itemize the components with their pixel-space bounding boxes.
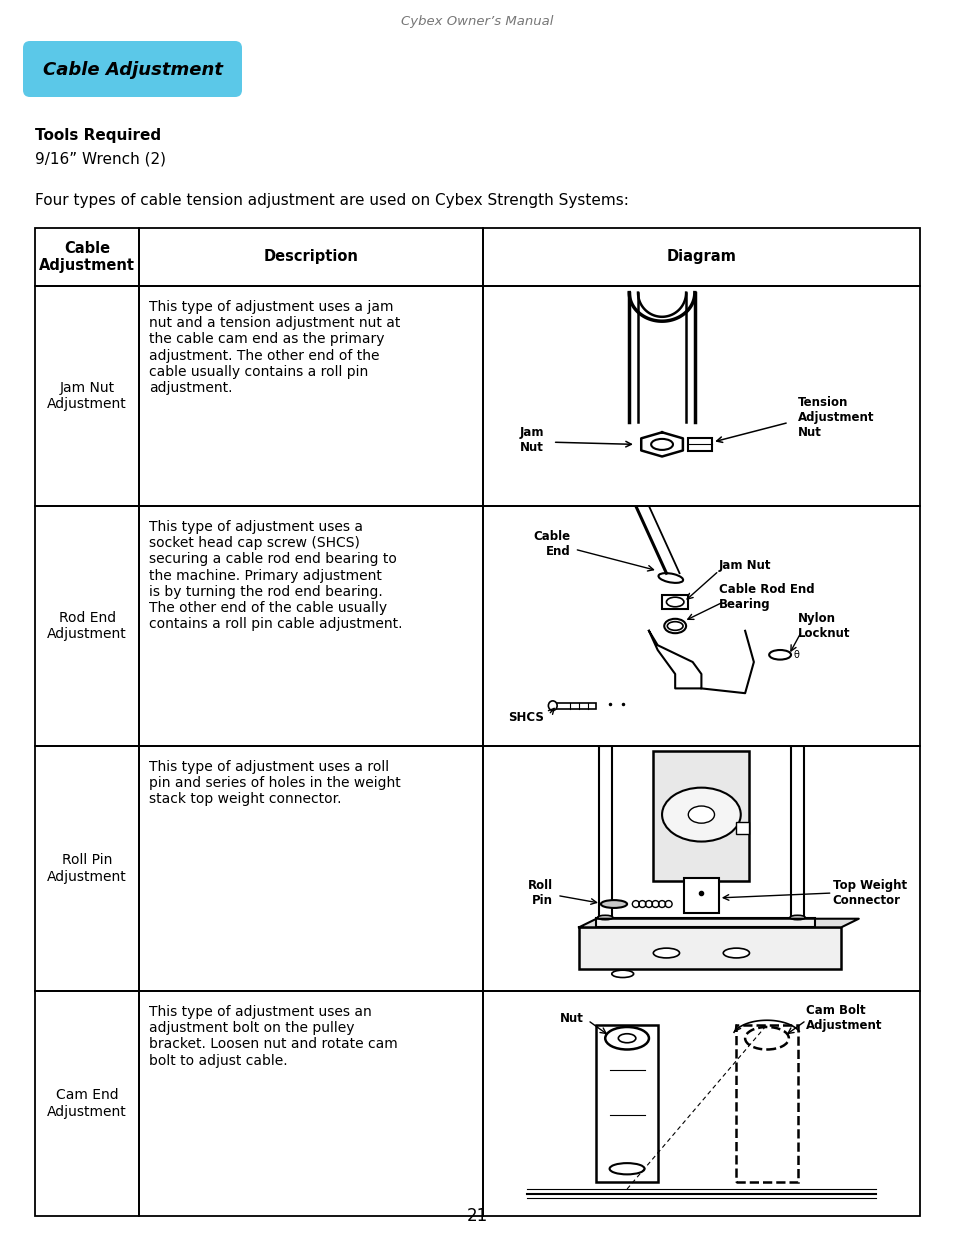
Bar [653, 751, 749, 881]
Ellipse shape [768, 650, 790, 659]
Bar [35, 228, 139, 287]
Bar [683, 878, 719, 913]
Ellipse shape [789, 915, 804, 920]
Text: Cable Adjustment: Cable Adjustment [43, 61, 223, 79]
Ellipse shape [661, 788, 740, 841]
Text: Tension
Adjustment
Nut: Tension Adjustment Nut [797, 396, 873, 440]
Text: Cybex Owner’s Manual: Cybex Owner’s Manual [400, 16, 553, 28]
Text: This type of adjustment uses a roll
pin and series of holes in the weight
stack : This type of adjustment uses a roll pin … [150, 760, 401, 806]
Bar [35, 287, 139, 506]
Ellipse shape [604, 1028, 648, 1050]
Text: This type of adjustment uses a jam
nut and a tension adjustment nut at
the cable: This type of adjustment uses a jam nut a… [150, 300, 400, 395]
Bar [482, 287, 919, 506]
Circle shape [651, 438, 672, 450]
Text: Four types of cable tension adjustment are used on Cybex Strength Systems:: Four types of cable tension adjustment a… [35, 193, 628, 207]
Text: Jam
Nut: Jam Nut [519, 426, 543, 454]
Bar [596, 918, 814, 927]
Text: Nut: Nut [558, 1011, 582, 1025]
Text: Top Weight
Connector: Top Weight Connector [832, 879, 905, 906]
Ellipse shape [744, 1028, 788, 1050]
Bar [578, 927, 841, 969]
Text: θ: θ [792, 650, 799, 659]
Bar [35, 746, 139, 990]
Text: 21: 21 [466, 1207, 487, 1225]
Text: Roll
Pin: Roll Pin [527, 879, 552, 906]
Bar [139, 746, 482, 990]
Bar [35, 506, 139, 746]
Text: Cable Rod End
Bearing: Cable Rod End Bearing [719, 583, 814, 611]
Ellipse shape [548, 701, 557, 710]
Text: Cable
Adjustment: Cable Adjustment [39, 241, 135, 273]
Polygon shape [640, 432, 682, 457]
Text: Jam Nut: Jam Nut [719, 559, 771, 573]
Text: Cable
End: Cable End [533, 530, 570, 558]
Text: Description: Description [263, 249, 358, 264]
FancyBboxPatch shape [23, 41, 242, 98]
Ellipse shape [687, 806, 714, 824]
Text: Rod End
Adjustment: Rod End Adjustment [48, 611, 127, 641]
Text: SHCS: SHCS [508, 710, 543, 724]
Bar [482, 228, 919, 287]
Ellipse shape [618, 1034, 635, 1042]
Bar [482, 506, 919, 746]
Bar [661, 595, 687, 609]
Polygon shape [578, 919, 858, 927]
Ellipse shape [653, 948, 679, 958]
Bar [736, 823, 749, 834]
Text: This type of adjustment uses a
socket head cap screw (SHCS)
securing a cable rod: This type of adjustment uses a socket he… [150, 520, 402, 631]
Bar [687, 437, 712, 451]
Ellipse shape [658, 573, 682, 583]
Bar [139, 506, 482, 746]
Bar [139, 990, 482, 1216]
Bar [482, 746, 919, 990]
Ellipse shape [611, 971, 633, 978]
Bar [139, 228, 482, 287]
Bar [598, 746, 611, 918]
Text: Diagram: Diagram [666, 249, 736, 264]
Bar [596, 1025, 657, 1182]
Text: Nylon
Locknut: Nylon Locknut [797, 613, 849, 640]
Bar [35, 990, 139, 1216]
Text: Roll Pin
Adjustment: Roll Pin Adjustment [48, 853, 127, 883]
Text: Jam Nut
Adjustment: Jam Nut Adjustment [48, 380, 127, 411]
Text: Tools Required: Tools Required [35, 128, 161, 143]
Text: Cam End
Adjustment: Cam End Adjustment [48, 1088, 127, 1119]
Bar [552, 703, 596, 709]
Ellipse shape [609, 1163, 644, 1174]
Circle shape [666, 621, 682, 630]
Ellipse shape [597, 915, 612, 920]
Text: This type of adjustment uses an
adjustment bolt on the pulley
bracket. Loosen nu: This type of adjustment uses an adjustme… [150, 1005, 397, 1067]
Circle shape [666, 598, 683, 606]
Ellipse shape [663, 619, 685, 634]
Bar [736, 1025, 797, 1182]
Ellipse shape [722, 948, 749, 958]
Bar [482, 990, 919, 1216]
Text: Cam Bolt
Adjustment: Cam Bolt Adjustment [805, 1004, 882, 1032]
Ellipse shape [600, 900, 626, 908]
Bar [139, 287, 482, 506]
Bar [790, 746, 803, 918]
Text: 9/16” Wrench (2): 9/16” Wrench (2) [35, 152, 166, 167]
